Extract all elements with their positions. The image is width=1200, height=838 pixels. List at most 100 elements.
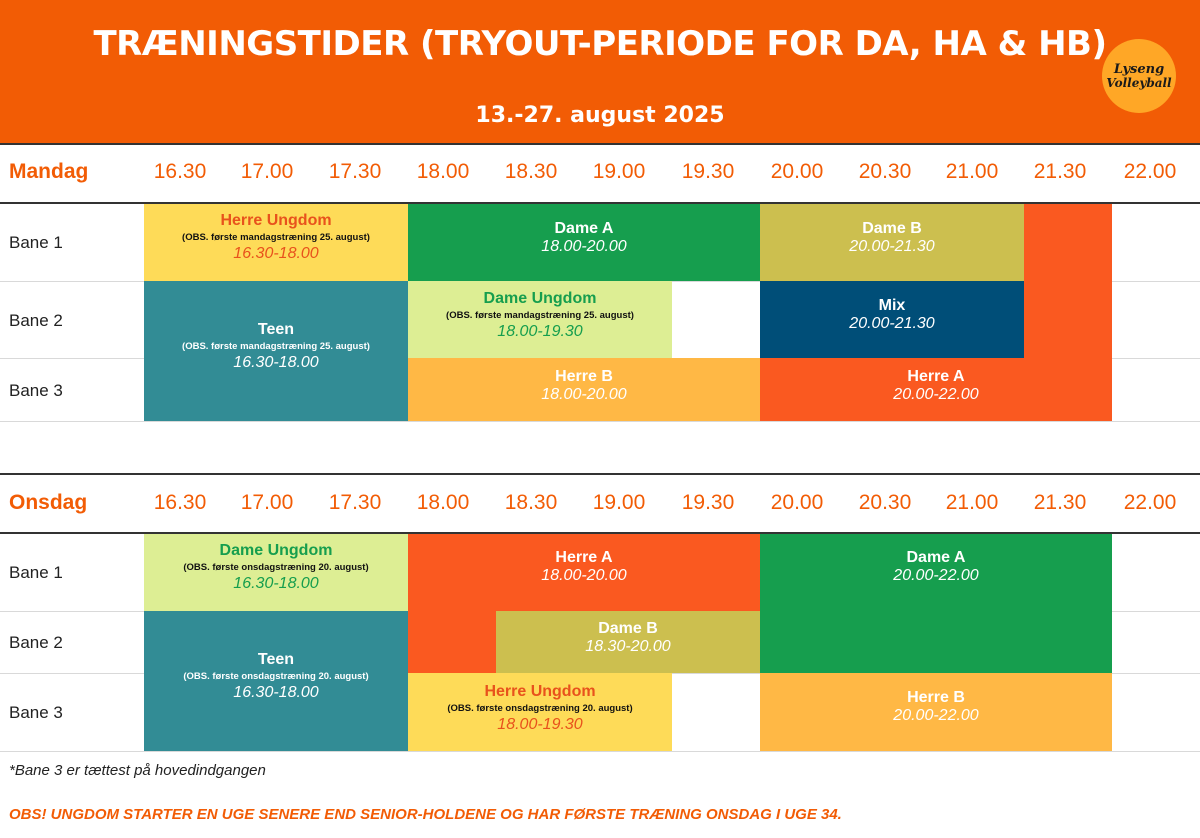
court-label: Bane 1 xyxy=(9,233,63,252)
first-training-note: (OBS. første onsdagstræning 20. august) xyxy=(183,671,369,682)
time-range: 18.00-19.30 xyxy=(497,716,583,733)
time-range: 20.00-21.30 xyxy=(849,238,935,255)
block-label: Herre Ungdom (OBS. første onsdagstræning … xyxy=(408,683,672,734)
header-banner: TRÆNINGSTIDER (TRYOUT-PERIODE FOR DA, HA… xyxy=(0,0,1200,144)
time-slot-label: 21.30 xyxy=(1033,491,1087,514)
page-subtitle: 13.-27. august 2025 xyxy=(475,103,725,128)
training-block xyxy=(760,204,1024,281)
time-range: 16.30-18.00 xyxy=(233,684,319,701)
team-name: Herre A xyxy=(555,549,613,566)
team-name: Dame Ungdom xyxy=(483,290,597,307)
training-block xyxy=(760,534,1112,674)
first-training-note: (OBS. første mandagstræning 25. august) xyxy=(446,310,634,321)
training-block xyxy=(760,358,1112,421)
training-block xyxy=(760,281,1024,358)
training-block xyxy=(144,204,408,281)
training-block xyxy=(408,204,760,281)
time-slot-label: 19.00 xyxy=(592,491,646,514)
block-label: Mix 20.00-21.30 xyxy=(760,297,1024,333)
time-range: 18.00-20.00 xyxy=(541,386,627,403)
block-label: Teen (OBS. første mandagstræning 25. augu… xyxy=(144,321,408,372)
team-name: Teen xyxy=(257,321,295,338)
time-slot-label: 21.30 xyxy=(1033,160,1087,183)
row-divider xyxy=(0,751,1200,752)
team-name: Herre Ungdom xyxy=(220,212,332,229)
court-label: Bane 2 xyxy=(9,633,63,652)
section-rule xyxy=(0,532,1200,534)
logo-line-1: Lyseng xyxy=(1113,61,1165,77)
team-name: Dame Ungdom xyxy=(219,542,333,559)
time-range: 20.00-22.00 xyxy=(893,707,979,724)
training-block xyxy=(144,611,408,751)
block-label: Dame A 20.00-22.00 xyxy=(760,549,1112,585)
team-name: Dame B xyxy=(598,620,658,637)
team-name: Herre A xyxy=(907,368,965,385)
team-name: Dame B xyxy=(862,220,922,237)
time-slot-label: 18.00 xyxy=(416,491,470,514)
training-block xyxy=(408,611,496,673)
time-slot-label: 17.00 xyxy=(240,160,294,183)
page-title: TRÆNINGSTIDER (TRYOUT-PERIODE FOR DA, HA… xyxy=(93,24,1107,64)
team-name: Teen xyxy=(257,651,295,668)
block-label: Dame B 20.00-21.30 xyxy=(760,220,1024,256)
obs-note: OBS! UNGDOM STARTER EN UGE SENERE END SE… xyxy=(9,806,842,823)
day-label: Mandag xyxy=(9,160,89,183)
time-range: 18.00-20.00 xyxy=(541,567,627,584)
team-name: Dame A xyxy=(906,549,966,566)
time-slot-label: 19.30 xyxy=(681,160,735,183)
time-slot-label: 17.30 xyxy=(328,491,382,514)
time-slot-label: 18.00 xyxy=(416,160,470,183)
training-block xyxy=(408,281,672,358)
block-label: Dame Ungdom (OBS. første mandagstræning 2… xyxy=(408,290,672,341)
time-range: 18.00-20.00 xyxy=(541,238,627,255)
block-label: Herre B 18.00-20.00 xyxy=(408,368,760,404)
training-block xyxy=(408,358,760,421)
logo-line-2: Volleyball xyxy=(1106,75,1172,90)
team-name: Herre B xyxy=(555,368,613,385)
court-label: Bane 3 xyxy=(9,703,63,722)
time-range: 18.00-19.30 xyxy=(497,323,583,340)
block-label: Dame B 18.30-20.00 xyxy=(496,620,760,656)
first-training-note: (OBS. første mandagstræning 25. august) xyxy=(182,341,370,352)
time-range: 16.30-18.00 xyxy=(233,245,319,262)
court-label: Bane 2 xyxy=(9,311,63,330)
time-slot-label: 21.00 xyxy=(945,491,999,514)
time-range: 20.00-22.00 xyxy=(893,567,979,584)
time-range: 16.30-18.00 xyxy=(233,354,319,371)
section-rule xyxy=(0,143,1200,145)
time-slot-label: 16.30 xyxy=(153,491,207,514)
time-slot-label: 19.30 xyxy=(681,491,735,514)
team-name: Mix xyxy=(878,297,906,314)
time-slot-label: 18.30 xyxy=(504,160,558,183)
team-name: Herre B xyxy=(907,689,965,706)
footnote: *Bane 3 er tættest på hovedindgangen xyxy=(9,762,266,779)
block-label: Herre Ungdom (OBS. første mandagstræning … xyxy=(144,212,408,263)
section-rule xyxy=(0,202,1200,204)
time-range: 18.30-20.00 xyxy=(585,638,671,655)
time-slot-label: 20.30 xyxy=(858,491,912,514)
time-slot-label: 22.00 xyxy=(1123,160,1177,183)
time-slot-label: 19.00 xyxy=(592,160,646,183)
club-logo: Lyseng Volleyball xyxy=(1102,39,1176,113)
court-label: Bane 1 xyxy=(9,563,63,582)
team-name: Herre Ungdom xyxy=(484,683,596,700)
training-block xyxy=(1024,204,1112,358)
time-slot-label: 22.00 xyxy=(1123,491,1177,514)
time-slot-label: 17.30 xyxy=(328,160,382,183)
time-slot-label: 16.30 xyxy=(153,160,207,183)
training-block xyxy=(408,673,672,751)
first-training-note: (OBS. første mandagstræning 25. august) xyxy=(182,232,370,243)
block-label: Herre A 20.00-22.00 xyxy=(760,368,1112,404)
time-slot-label: 18.30 xyxy=(504,491,558,514)
row-divider xyxy=(0,421,1200,422)
time-slot-label: 17.00 xyxy=(240,491,294,514)
time-slot-label: 20.30 xyxy=(858,160,912,183)
time-range: 16.30-18.00 xyxy=(233,575,319,592)
block-label: Herre A 18.00-20.00 xyxy=(408,549,760,585)
day-label: Onsdag xyxy=(9,491,88,514)
time-range: 20.00-22.00 xyxy=(893,386,979,403)
time-range: 20.00-21.30 xyxy=(849,315,935,332)
block-label: Teen (OBS. første onsdagstræning 20. augu… xyxy=(144,651,408,702)
time-slot-label: 20.00 xyxy=(770,160,824,183)
section-rule xyxy=(0,473,1200,475)
